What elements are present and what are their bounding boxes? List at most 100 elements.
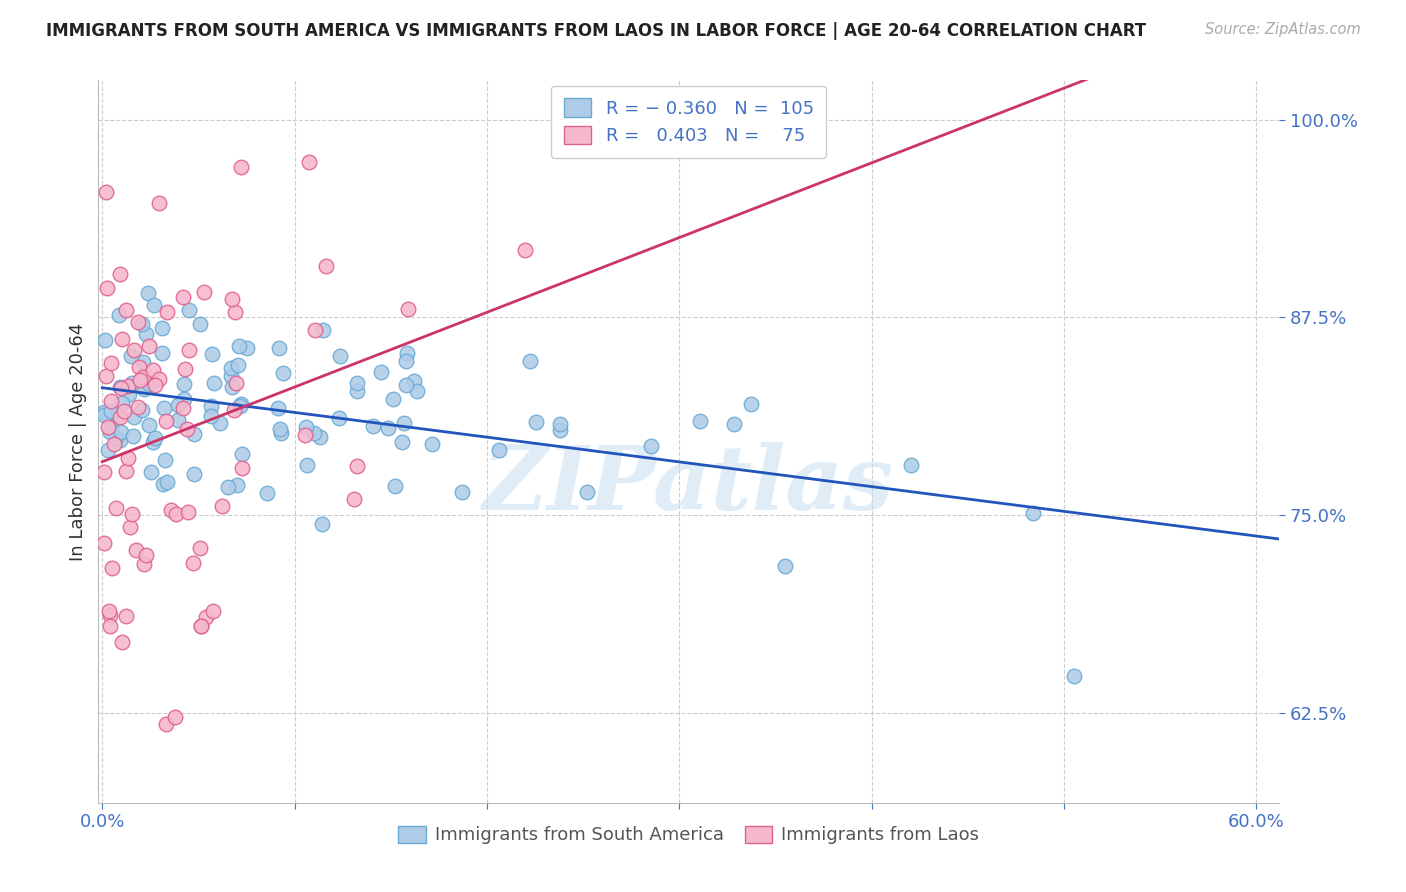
Point xyxy=(172,290,194,304)
Point xyxy=(105,431,128,445)
Point xyxy=(202,604,225,618)
Point xyxy=(110,396,132,410)
Point xyxy=(217,480,239,494)
Point xyxy=(98,607,121,622)
Point xyxy=(225,376,247,390)
Point xyxy=(519,354,541,368)
Point xyxy=(108,433,131,447)
Point xyxy=(117,450,139,465)
Point xyxy=(132,355,155,369)
Point xyxy=(396,302,419,317)
Point xyxy=(270,425,292,440)
Point xyxy=(346,458,368,473)
Point xyxy=(266,401,288,415)
Point xyxy=(200,399,222,413)
Point xyxy=(740,397,762,411)
Point xyxy=(110,381,132,395)
Point xyxy=(228,358,250,372)
Point xyxy=(361,418,384,433)
Point xyxy=(121,376,143,391)
Point xyxy=(125,542,148,557)
Point xyxy=(118,520,141,534)
Point xyxy=(176,422,198,436)
Point xyxy=(155,414,177,428)
Point xyxy=(231,397,253,411)
Point xyxy=(229,160,252,174)
Point xyxy=(104,500,127,515)
Point xyxy=(181,557,204,571)
Point xyxy=(160,503,183,517)
Point xyxy=(312,323,335,337)
Point xyxy=(420,436,443,450)
Point xyxy=(98,425,121,440)
Point xyxy=(271,366,294,380)
Point xyxy=(96,420,118,434)
Point xyxy=(152,401,174,415)
Point xyxy=(112,403,135,417)
Point xyxy=(235,341,257,355)
Point xyxy=(1021,506,1043,520)
Point xyxy=(689,414,711,428)
Point xyxy=(94,369,117,384)
Point xyxy=(135,548,157,562)
Point xyxy=(173,376,195,391)
Point xyxy=(128,360,150,375)
Point xyxy=(100,404,122,418)
Point xyxy=(384,478,406,492)
Point xyxy=(404,375,426,389)
Point xyxy=(515,243,537,257)
Point xyxy=(173,362,195,376)
Point xyxy=(202,376,225,390)
Point xyxy=(111,332,134,346)
Point xyxy=(153,453,176,467)
Point xyxy=(575,485,598,500)
Point xyxy=(298,154,321,169)
Point xyxy=(94,333,117,347)
Point xyxy=(200,409,222,423)
Point xyxy=(122,409,145,424)
Point xyxy=(110,425,132,440)
Point xyxy=(328,411,350,425)
Point xyxy=(346,376,368,391)
Point xyxy=(165,710,187,724)
Text: IMMIGRANTS FROM SOUTH AMERICA VS IMMIGRANTS FROM LAOS IN LABOR FORCE | AGE 20-64: IMMIGRANTS FROM SOUTH AMERICA VS IMMIGRA… xyxy=(46,22,1146,40)
Point xyxy=(773,558,796,573)
Point xyxy=(115,608,138,623)
Point xyxy=(100,393,122,408)
Point xyxy=(209,417,232,431)
Point xyxy=(114,303,136,318)
Point xyxy=(391,435,413,450)
Point xyxy=(93,404,115,418)
Point xyxy=(640,440,662,454)
Point xyxy=(121,507,143,521)
Point xyxy=(224,305,246,319)
Point xyxy=(229,400,252,414)
Point xyxy=(488,442,510,457)
Point xyxy=(94,185,117,199)
Point xyxy=(93,408,115,422)
Point xyxy=(194,610,217,624)
Point xyxy=(219,369,242,384)
Point xyxy=(394,416,416,430)
Point xyxy=(142,363,165,377)
Point xyxy=(150,346,173,360)
Point xyxy=(132,557,155,571)
Point xyxy=(396,345,419,359)
Point xyxy=(167,399,190,413)
Point xyxy=(152,477,174,491)
Point xyxy=(219,361,242,376)
Point xyxy=(108,267,131,281)
Point xyxy=(231,460,253,475)
Point xyxy=(132,382,155,396)
Point xyxy=(377,421,399,435)
Point xyxy=(131,403,153,417)
Point xyxy=(114,464,136,478)
Point xyxy=(127,401,149,415)
Y-axis label: In Labor Force | Age 20-64: In Labor Force | Age 20-64 xyxy=(69,322,87,561)
Point xyxy=(304,323,326,337)
Point xyxy=(381,392,404,407)
Point xyxy=(190,619,212,633)
Point xyxy=(142,434,165,449)
Point xyxy=(370,365,392,379)
Legend: Immigrants from South America, Immigrants from Laos: Immigrants from South America, Immigrant… xyxy=(391,818,987,852)
